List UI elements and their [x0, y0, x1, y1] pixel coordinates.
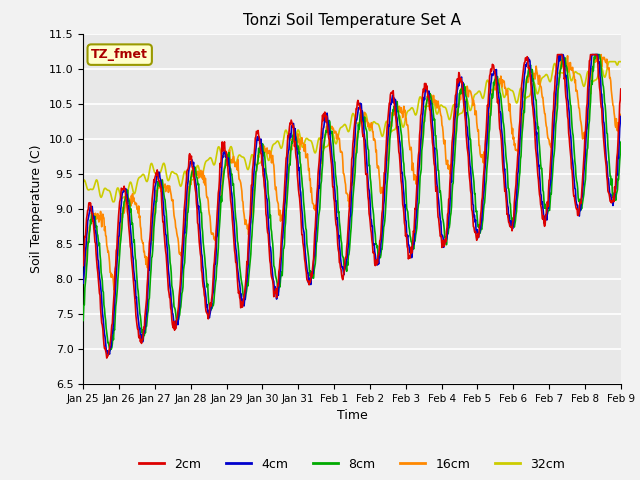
Title: Tonzi Soil Temperature Set A: Tonzi Soil Temperature Set A	[243, 13, 461, 28]
Y-axis label: Soil Temperature (C): Soil Temperature (C)	[30, 144, 44, 273]
X-axis label: Time: Time	[337, 409, 367, 422]
Legend: 2cm, 4cm, 8cm, 16cm, 32cm: 2cm, 4cm, 8cm, 16cm, 32cm	[134, 453, 570, 476]
Text: TZ_fmet: TZ_fmet	[92, 48, 148, 61]
